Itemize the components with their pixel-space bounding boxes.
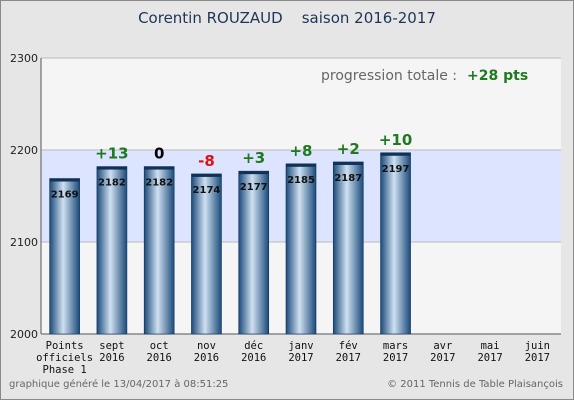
progression-label: progression totale : — [321, 68, 457, 84]
player-name: Corentin ROUZAUD — [138, 9, 283, 27]
bar — [285, 163, 317, 335]
x-tick-label: fév — [339, 340, 358, 352]
bar-cap — [144, 166, 175, 170]
bar — [332, 161, 364, 335]
x-tick-label: Phase 1 — [43, 364, 87, 376]
x-tick-label: officiels — [36, 352, 93, 364]
y-tick-label: 2100 — [10, 236, 38, 249]
bar-cap — [96, 166, 127, 170]
bar-value-label: 2187 — [334, 173, 362, 184]
progression-annotation: progression totale : +28 pts — [321, 68, 528, 84]
x-tick-label: sept — [99, 340, 124, 352]
bar-cap — [380, 152, 411, 156]
y-tick-label: 2200 — [10, 144, 38, 157]
bar-value-label: 2185 — [287, 175, 315, 186]
x-tick-label: janv — [288, 340, 313, 352]
x-tick-label: Points — [46, 340, 84, 352]
x-tick-label: 2016 — [99, 352, 124, 364]
bar-cap — [238, 171, 269, 175]
bar — [96, 166, 128, 335]
x-tick-label: nov — [197, 340, 216, 352]
x-tick-label: 2017 — [525, 352, 550, 364]
delta-label: +13 — [95, 145, 128, 163]
x-tick-label: mai — [481, 340, 500, 352]
generated-timestamp: graphique généré le 13/04/2017 à 08:51:2… — [9, 379, 229, 390]
bar — [238, 170, 270, 335]
bar-cap — [333, 161, 364, 165]
bar — [191, 173, 222, 335]
delta-label: 0 — [154, 145, 164, 163]
x-tick-label: avr — [433, 340, 452, 352]
delta-label: +3 — [242, 149, 265, 167]
x-tick-label: 2017 — [477, 352, 502, 364]
bar-value-label: 2197 — [382, 164, 410, 175]
x-tick-label: mars — [383, 340, 408, 352]
x-tick-label: 2016 — [194, 352, 219, 364]
bar-value-label: 2169 — [51, 190, 79, 201]
y-tick-label: 2000 — [10, 328, 38, 341]
bar — [143, 166, 175, 335]
bar-value-label: 2174 — [193, 185, 221, 196]
x-tick-label: juin — [525, 340, 550, 352]
bar-value-label: 2182 — [98, 178, 126, 189]
bar — [380, 152, 411, 335]
x-tick-label: 2017 — [288, 352, 313, 364]
copyright-text: © 2011 Tennis de Table Plaisançois — [387, 379, 563, 390]
bar-cap — [286, 163, 316, 167]
x-tick-label: 2016 — [147, 352, 172, 364]
progression-value: +28 pts — [467, 68, 528, 84]
x-tick-label: 2017 — [336, 352, 361, 364]
bar-cap — [191, 173, 222, 177]
bar-value-label: 2177 — [240, 182, 268, 193]
chart-title: Corentin ROUZAUD saison 2016-2017 — [1, 9, 573, 27]
bar-value-label: 2182 — [145, 178, 173, 189]
delta-label: -8 — [198, 152, 215, 170]
x-tick-label: 2016 — [241, 352, 266, 364]
x-tick-label: 2017 — [383, 352, 408, 364]
x-tick-label: déc — [244, 340, 263, 352]
delta-label: +10 — [379, 131, 412, 149]
delta-label: +8 — [289, 142, 312, 160]
bar — [49, 178, 80, 335]
x-tick-label: 2017 — [430, 352, 455, 364]
season-label: saison 2016-2017 — [301, 9, 436, 27]
x-tick-label: oct — [150, 340, 169, 352]
bar-cap — [49, 178, 80, 182]
y-tick-label: 2300 — [10, 52, 38, 65]
delta-label: +2 — [337, 140, 360, 158]
